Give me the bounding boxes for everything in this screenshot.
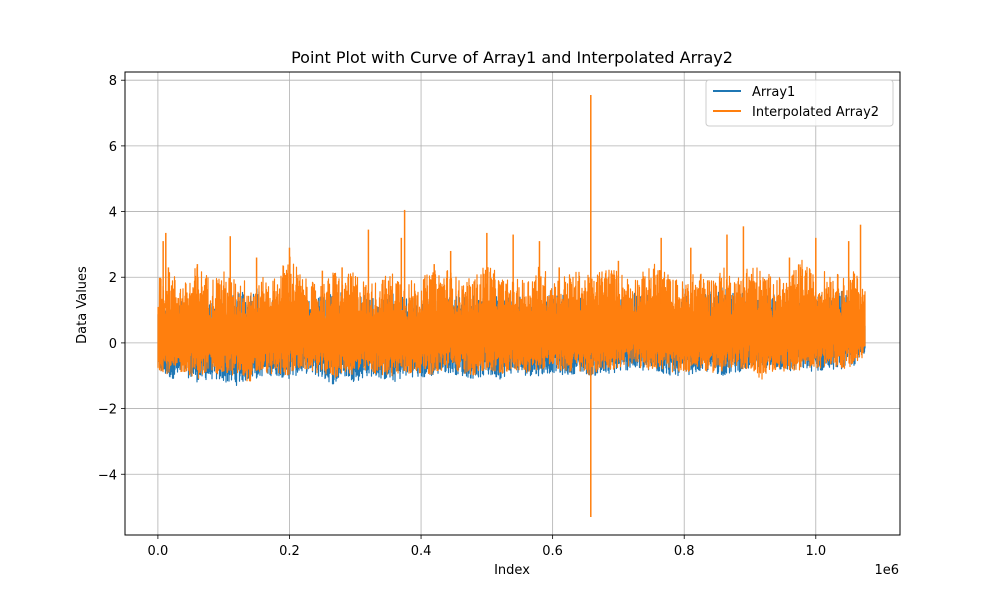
y-tick-label: −2 [98, 403, 117, 418]
chart-title: Point Plot with Curve of Array1 and Inte… [291, 48, 733, 67]
legend-label-array1: Array1 [752, 85, 795, 100]
x-tick-label: 0.0 [148, 544, 169, 559]
y-tick-label: −4 [98, 468, 117, 483]
x-tick-label: 0.6 [542, 544, 563, 559]
legend: Array1 Interpolated Array2 [705, 79, 894, 127]
plot-frame [124, 71, 901, 536]
x-tick-label: 0.2 [279, 544, 300, 559]
x-offset-label: 1e6 [874, 563, 899, 578]
y-axis-label: Data Values [75, 266, 90, 344]
x-tick-label: 0.4 [411, 544, 432, 559]
legend-label-interpolated-array2: Interpolated Array2 [752, 105, 879, 120]
y-tick-label: 2 [109, 271, 117, 286]
y-tick-label: 8 [109, 74, 117, 89]
series-layer [157, 94, 866, 517]
x-tick-label: 1.0 [805, 544, 826, 559]
x-axis-label: Index [494, 563, 530, 578]
x-tick-label: 0.8 [674, 544, 695, 559]
legend-box [705, 79, 894, 127]
series-line-interpolated-array2 [157, 256, 866, 382]
y-tick-label: 4 [109, 206, 117, 221]
y-tick-label: 6 [109, 140, 117, 155]
ticks-layer: 0.0 0.2 0.4 0.6 0.8 1.0 −4 −2 0 2 4 6 8 [98, 74, 826, 559]
y-tick-label: 0 [109, 337, 117, 352]
